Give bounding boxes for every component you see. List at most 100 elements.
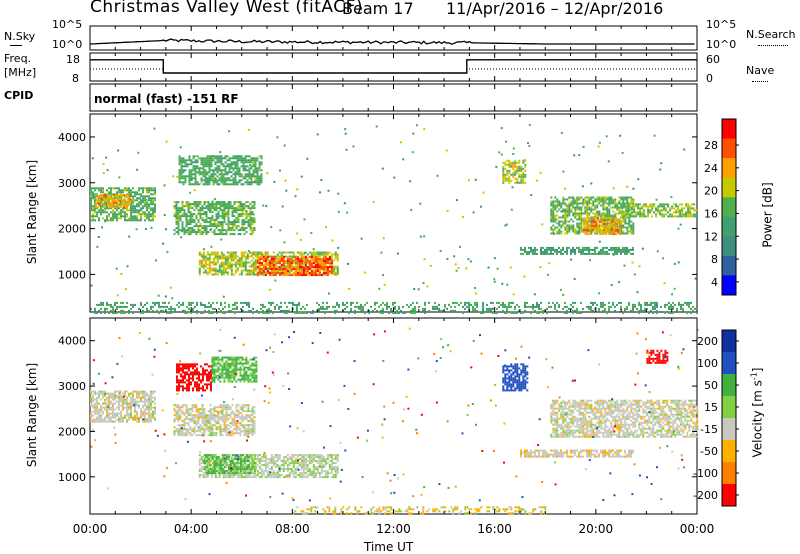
- data-cell: [207, 217, 210, 220]
- data-cell: [676, 307, 678, 310]
- data-cell: [637, 178, 640, 181]
- data-cell: [142, 394, 144, 397]
- data-cell: [514, 159, 517, 162]
- data-cell: [526, 252, 528, 255]
- data-cell: [94, 219, 96, 222]
- data-cell: [184, 179, 187, 182]
- data-cell: [601, 221, 604, 224]
- data-cell: [613, 229, 616, 232]
- data-cell: [224, 167, 227, 170]
- data-cell: [472, 211, 475, 214]
- data-cell: [304, 307, 306, 310]
- data-cell: [106, 219, 108, 222]
- data-cell: [616, 248, 618, 251]
- data-cell: [546, 311, 548, 314]
- data-cell: [152, 400, 154, 403]
- data-cell: [187, 428, 190, 431]
- data-cell: [230, 175, 233, 178]
- data-cell: [612, 202, 615, 205]
- data-cell: [676, 309, 678, 312]
- data-cell: [106, 414, 108, 417]
- data-cell: [584, 248, 586, 251]
- data-cell: [656, 311, 658, 314]
- data-cell: [263, 271, 266, 274]
- data-cell: [199, 211, 202, 214]
- data-cell: [169, 286, 172, 289]
- data-cell: [106, 420, 108, 423]
- data-cell: [230, 257, 233, 260]
- data-cell: [248, 171, 251, 174]
- data-cell: [638, 311, 640, 314]
- data-cell: [633, 211, 636, 214]
- data-cell: [338, 303, 340, 306]
- data-cell: [213, 231, 216, 234]
- data-cell: [220, 238, 223, 241]
- data-cell: [121, 194, 124, 197]
- data-cell: [200, 261, 203, 264]
- data-cell: [510, 179, 513, 182]
- data-cell: [324, 268, 327, 271]
- data-cell: [223, 211, 226, 214]
- data-cell: [225, 203, 228, 206]
- data-cell: [132, 418, 134, 421]
- data-cell: [232, 179, 235, 182]
- data-cell: [171, 297, 174, 300]
- data-cell: [124, 187, 126, 190]
- data-cell: [90, 404, 92, 407]
- data-cell: [572, 246, 574, 249]
- data-cell: [620, 206, 623, 209]
- data-cell: [606, 214, 609, 217]
- data-cell: [252, 173, 255, 176]
- data-cell: [230, 271, 233, 274]
- data-cell: [282, 273, 285, 276]
- data-cell: [251, 201, 254, 204]
- data-cell: [92, 398, 94, 401]
- data-cell: [528, 305, 530, 308]
- data-cell: [653, 211, 656, 214]
- data-cell: [564, 226, 567, 229]
- data-cell: [673, 203, 676, 206]
- data-cell: [653, 203, 656, 206]
- data-cell: [205, 227, 208, 230]
- data-cell: [95, 206, 98, 209]
- data-cell: [99, 200, 102, 203]
- data-cell: [594, 232, 597, 235]
- data-cell: [157, 294, 160, 297]
- data-cell: [181, 230, 184, 233]
- data-cell: [621, 205, 624, 208]
- data-cell: [294, 267, 297, 270]
- data-cell: [192, 301, 194, 304]
- data-cell: [187, 209, 190, 212]
- data-cell: [278, 262, 281, 265]
- data-cell: [320, 251, 323, 254]
- data-cell: [572, 230, 575, 233]
- data-cell: [594, 216, 597, 219]
- data-cell: [204, 263, 207, 266]
- data-cell: [618, 246, 620, 249]
- data-cell: [560, 206, 563, 209]
- data-cell: [354, 311, 356, 314]
- data-cell: [320, 268, 323, 271]
- data-cell: [115, 200, 118, 203]
- data-cell: [234, 311, 236, 314]
- data-cell: [212, 183, 215, 186]
- data-cell: [228, 261, 231, 264]
- data-cell: [183, 432, 186, 435]
- data-cell: [623, 213, 626, 216]
- data-cell: [109, 202, 112, 205]
- data-cell: [328, 251, 331, 254]
- data-cell: [188, 307, 190, 310]
- data-cell: [210, 161, 213, 164]
- data-cell: [524, 301, 526, 304]
- data-cell: [328, 270, 331, 273]
- data-cell: [504, 173, 507, 176]
- data-cell: [180, 161, 183, 164]
- data-cell: [187, 221, 190, 224]
- data-cell: [608, 210, 611, 213]
- data-cell: [314, 267, 317, 270]
- data-cell: [348, 288, 351, 290]
- data-cell: [566, 198, 569, 201]
- data-cell: [528, 246, 530, 249]
- data-cell: [612, 301, 614, 304]
- data-cell: [238, 175, 241, 178]
